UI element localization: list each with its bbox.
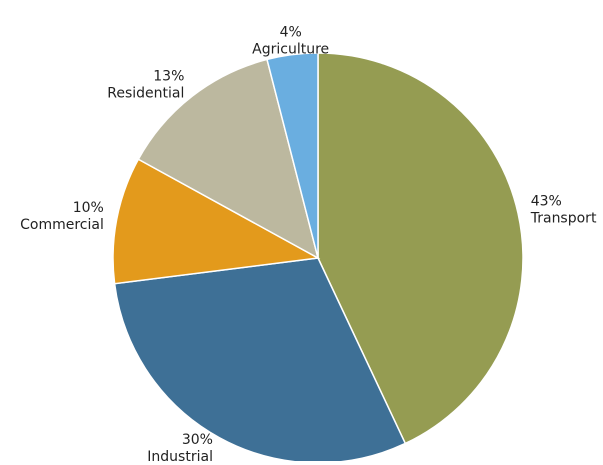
value-label: 10% xyxy=(73,200,104,216)
category-label: Industrial xyxy=(147,449,213,461)
pie-slice xyxy=(137,58,320,260)
pie-slice xyxy=(113,257,407,464)
value-label: 43% xyxy=(531,193,562,209)
pie-slice xyxy=(317,52,524,445)
pie-slice xyxy=(112,158,321,285)
value-label: 4% xyxy=(280,25,302,41)
category-label: Agriculture xyxy=(252,42,329,58)
value-label: 13% xyxy=(153,69,184,85)
category-label: Transport xyxy=(530,210,597,226)
category-label: Commercial xyxy=(20,217,104,233)
value-label: 30% xyxy=(182,432,213,448)
pie-slice xyxy=(266,52,319,259)
category-label: Residential xyxy=(107,86,184,102)
